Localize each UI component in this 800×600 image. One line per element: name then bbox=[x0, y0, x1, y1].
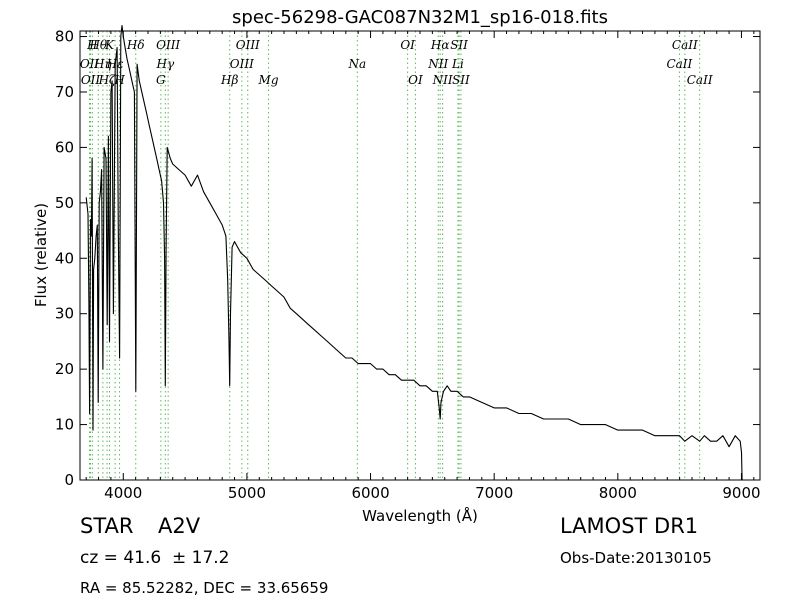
x-tick-label: 6000 bbox=[351, 484, 389, 502]
spectral-line-labels: OIIOIIHHθHηHζKHεHHδGHγOIIIHβOIIIOIIIMgNa… bbox=[80, 38, 713, 87]
y-axis-label: Flux (relative) bbox=[32, 203, 50, 307]
spectral-line-label: SII bbox=[450, 38, 468, 52]
spectral-line-label: NII bbox=[427, 57, 448, 71]
spectral-line-label: OII bbox=[80, 57, 100, 71]
chart-title: spec-56298-GAC087N32M1_sp16-018.fits bbox=[232, 7, 608, 28]
spectral-line-label: OIII bbox=[156, 38, 180, 52]
spectral-line-label: Hε bbox=[106, 57, 124, 71]
x-tick-label: 4000 bbox=[104, 484, 142, 502]
spectral-line-label: OI bbox=[400, 38, 415, 52]
spectral-line-label: Hθ bbox=[88, 38, 107, 52]
spectral-line-label: OII bbox=[81, 73, 101, 87]
spectral-line-label: OIII bbox=[230, 57, 254, 71]
plot-frame bbox=[79, 30, 761, 481]
spectral-line-label: SII bbox=[452, 73, 470, 87]
survey-name: LAMOST DR1 bbox=[560, 514, 699, 538]
spectral-line-label: CaII bbox=[672, 38, 698, 52]
y-tick-label: 60 bbox=[55, 138, 74, 156]
x-tick-label: 7000 bbox=[475, 484, 513, 502]
coordinates-readout: RA = 85.52282, DEC = 33.65659 bbox=[80, 579, 329, 597]
spectral-line-label: Hη bbox=[93, 57, 112, 71]
x-tick-label: 9000 bbox=[722, 484, 760, 502]
spectral-line-markers bbox=[89, 31, 701, 480]
spectral-line-label: CaII bbox=[666, 57, 692, 71]
spectral-line-label: OIII bbox=[236, 38, 260, 52]
spectral-line-label: Li bbox=[451, 57, 464, 71]
spectral-line-label: NII bbox=[432, 73, 453, 87]
y-tick-label: 80 bbox=[55, 28, 74, 46]
x-axis-label: Wavelength (Å) bbox=[362, 506, 478, 525]
y-tick-label: 40 bbox=[55, 249, 74, 267]
y-tick-label: 10 bbox=[55, 416, 74, 434]
spectral-line-label: Mg bbox=[258, 73, 279, 87]
spectral-line-label: Hγ bbox=[155, 57, 174, 71]
x-tick-label: 8000 bbox=[599, 484, 637, 502]
y-tick-label: 30 bbox=[55, 305, 74, 323]
axis-ticks: 4000 5000 6000 7000 8000 9000 0 10 20 30 40 50 60 70 8… bbox=[55, 28, 761, 502]
spectral-line-label: Hα bbox=[430, 38, 450, 52]
spectral-line-label: H bbox=[86, 38, 98, 52]
spectral-line-label: Hδ bbox=[126, 38, 145, 52]
spectral-line-label: K bbox=[104, 38, 115, 52]
observation-date: Obs-Date:20130105 bbox=[560, 549, 712, 567]
object-subclass: A2V bbox=[158, 514, 201, 538]
spectral-line-label: G bbox=[156, 73, 166, 87]
redshift-readout: cz = 41.6 ± 17.2 bbox=[80, 548, 230, 568]
y-tick-label: 50 bbox=[55, 194, 74, 212]
y-tick-label: 20 bbox=[55, 360, 74, 378]
spectral-line-label: H bbox=[113, 73, 125, 87]
spectrum-series-line bbox=[85, 24, 743, 481]
y-tick-label: 70 bbox=[55, 83, 74, 101]
spectral-line-label: Hβ bbox=[220, 73, 238, 87]
spectral-line-label: CaII bbox=[687, 73, 713, 87]
spectral-line-label: OI bbox=[408, 73, 423, 87]
object-class: STAR bbox=[80, 514, 134, 538]
y-tick-label: 0 bbox=[64, 471, 74, 489]
x-tick-label: 5000 bbox=[228, 484, 266, 502]
spectral-line-label: Na bbox=[347, 57, 366, 71]
